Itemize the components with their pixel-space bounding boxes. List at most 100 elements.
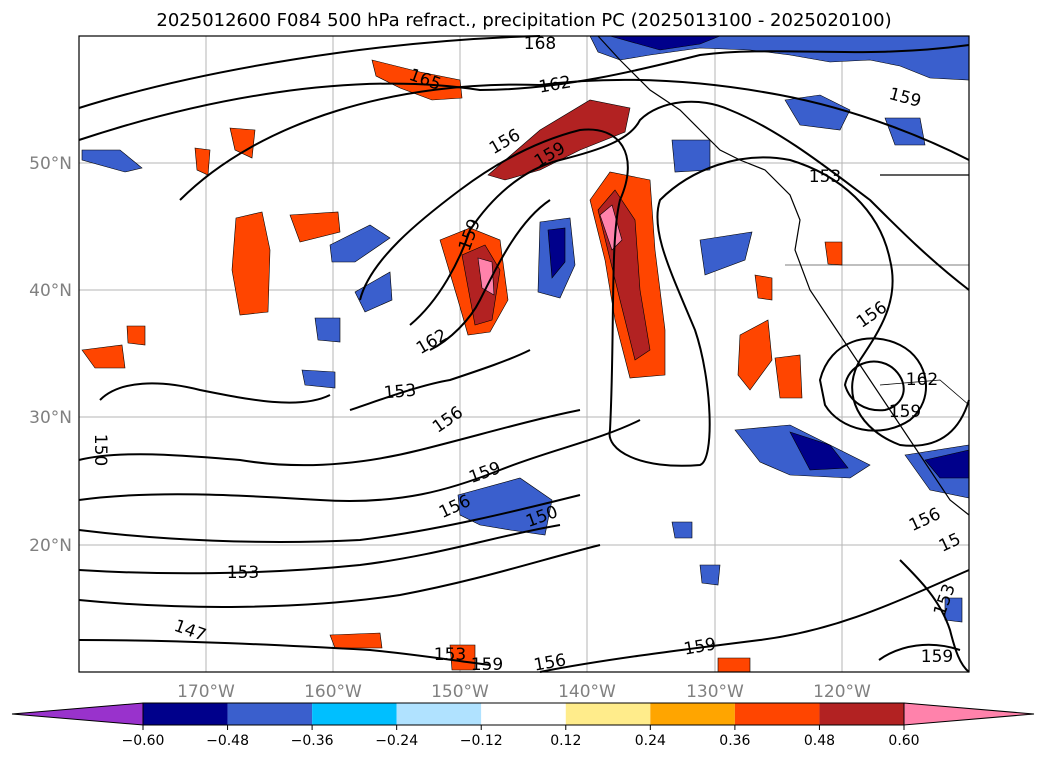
contour-label: 159 — [889, 402, 921, 422]
contour-159-bottom — [539, 569, 970, 673]
contour-label: 153 — [227, 563, 259, 583]
contour-165-low — [843, 360, 905, 412]
lat-label: 20°N — [29, 536, 72, 556]
colorbar-box — [481, 703, 566, 725]
colorbar-box — [650, 703, 735, 725]
lon-label: 150°W — [431, 682, 489, 702]
contour-150-west — [99, 382, 331, 404]
contour-label: 168 — [524, 34, 556, 54]
contour-label: 153 — [434, 645, 466, 665]
figure-title: 2025012600 F084 500 hPa refract., precip… — [156, 10, 891, 31]
colorbar-extend-max — [903, 702, 1035, 726]
contour-label: 159 — [921, 647, 953, 667]
lon-label: 120°W — [813, 682, 871, 702]
blob-neg-south — [457, 477, 553, 536]
lon-label: 160°W — [304, 682, 362, 702]
contour-156-b — [78, 494, 581, 543]
contour-153 — [349, 349, 531, 411]
colorbar-box — [143, 703, 228, 725]
colorbar-box — [396, 703, 482, 725]
colorbar-tick-label: 0.12 — [550, 733, 581, 749]
graticule — [79, 36, 969, 672]
colorbar-tick-label: −0.60 — [122, 733, 165, 749]
colorbar-tick-label: 0.48 — [804, 733, 835, 749]
contour-label: 153 — [383, 381, 417, 404]
blob-neg-se-core — [789, 431, 849, 471]
blob-neg-west-3 — [314, 317, 341, 343]
blob-pos-south-3 — [717, 657, 751, 673]
contour-159 — [409, 100, 970, 326]
contour-label: 159 — [471, 655, 503, 675]
lon-label: 130°W — [686, 682, 744, 702]
contour-153-b — [78, 544, 601, 608]
blob-pos-east-2 — [774, 354, 803, 399]
contour-162-inner — [429, 199, 551, 351]
blob-pos-offshore-max — [599, 204, 623, 251]
blob-neg-ne-3 — [671, 139, 711, 173]
map-panel: 168 165 162 159 156 159 153 159 162 153 … — [78, 34, 970, 676]
blob-neg-west-2 — [354, 271, 393, 313]
contour-153-se — [899, 559, 970, 673]
latitude-axis: 50°N 40°N 30°N 20°N — [29, 154, 72, 556]
colorbar-outline — [142, 702, 905, 726]
colorbar-box — [565, 703, 651, 725]
colorbar-tick-label: −0.12 — [460, 733, 503, 749]
lon-label: 170°W — [177, 682, 235, 702]
blob-neg-northwest — [81, 149, 143, 173]
height-contours — [78, 35, 970, 673]
precipitation-fill — [81, 35, 970, 673]
contour-168 — [78, 35, 541, 109]
blob-neg-south-2 — [699, 564, 721, 586]
lat-label: 50°N — [29, 154, 72, 174]
blob-pos-east-3 — [754, 274, 773, 301]
blob-neg-north — [589, 35, 970, 81]
longitude-axis: 170°W 160°W 150°W 140°W 130°W 120°W — [177, 682, 871, 702]
blob-neg-central-core — [547, 227, 566, 279]
blob-pos-central-max — [477, 257, 495, 296]
contour-162 — [179, 78, 970, 201]
colorbar-tick-label: −0.48 — [206, 733, 249, 749]
contour-150-b — [78, 524, 561, 575]
blob-pos-east-4 — [824, 241, 843, 266]
blob-neg-mid — [699, 231, 753, 276]
contour-156-south — [78, 409, 581, 467]
blob-pos-diagonal — [487, 99, 631, 181]
blob-pos-north-small — [229, 127, 256, 159]
colorbar-box — [227, 703, 313, 725]
contour-147 — [78, 639, 491, 666]
map-frame — [78, 35, 970, 673]
border-us-mexico — [879, 379, 970, 406]
lon-label: 140°W — [558, 682, 616, 702]
blob-pos-west — [231, 211, 271, 316]
colorbar-tick-label: 0.60 — [888, 733, 919, 749]
blob-neg-west — [329, 224, 391, 263]
blob-neg-south-east — [944, 597, 963, 623]
contour-156 — [359, 128, 970, 467]
colorbar-box — [312, 703, 397, 725]
colorbar-box — [734, 703, 820, 725]
blob-neg-south-3 — [671, 521, 693, 539]
blob-neg-west-4 — [301, 369, 336, 389]
colorbar-tick-label: 0.36 — [719, 733, 750, 749]
blob-pos-far-west — [81, 344, 126, 369]
blob-pos-west-2 — [289, 211, 341, 243]
lat-label: 40°N — [29, 281, 72, 301]
colorbar-tick-label: −0.36 — [291, 733, 334, 749]
contour-162-low — [818, 337, 927, 432]
colorbar: −0.60 −0.48 −0.36 −0.24 −0.12 0.12 0.24 0.36 0.4… — [11, 702, 1035, 749]
coastline-north-america — [597, 35, 970, 516]
colorbar-tick-label: −0.24 — [375, 733, 418, 749]
blob-pos-south-2 — [449, 644, 476, 671]
lat-label: 30°N — [29, 408, 72, 428]
colorbar-extend-min — [11, 702, 144, 726]
blob-neg-ne — [784, 94, 851, 131]
colorbar-tick-label: 0.24 — [635, 733, 666, 749]
blob-pos-south — [329, 632, 383, 649]
blob-pos-east — [737, 319, 773, 391]
colorbar-box — [819, 703, 904, 725]
contour-159-se — [878, 643, 961, 661]
contour-label: 150 — [90, 434, 110, 466]
contour-label: 162 — [906, 370, 938, 390]
blob-pos-far-west-2 — [126, 325, 146, 346]
